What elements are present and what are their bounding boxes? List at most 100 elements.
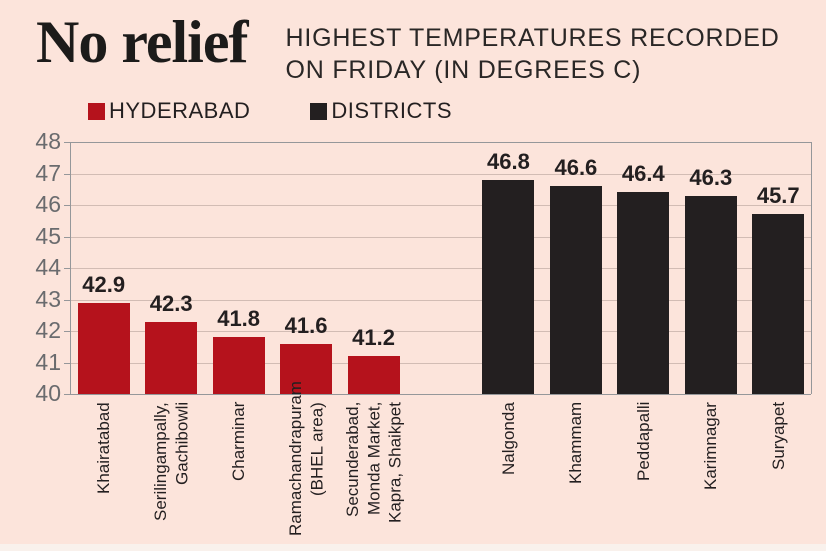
bar-charminar [212,337,265,394]
bar-area-serilingampally: 42.3 [137,142,204,394]
bar-serilingampally [145,321,198,394]
slot-charminar: 41.8 Charminar [205,142,272,540]
category-label-area-khammam: Khammam [542,394,609,540]
slot-suryapet: 45.7 Suryapet [745,142,812,540]
districts-swatch-icon [310,102,328,120]
gridline-40 [64,394,811,395]
hyderabad-swatch-icon [88,102,105,120]
ytick-mark-41 [64,362,71,364]
category-label-karimnagar: Karimnagar [701,402,721,490]
ytick-label-44: 44 [35,253,61,280]
slot-peddapalli: 46.4 Peddapalli [610,142,677,540]
ytick-mark-46 [64,205,71,206]
legend-item-districts: DISTRICTS [310,98,452,124]
category-label-area-khairatabad: Khairatabad [70,394,137,540]
value-label-peddapalli: 46.4 [621,161,665,187]
value-label-suryapet: 45.7 [756,183,800,209]
value-label-charminar: 41.8 [217,306,261,332]
bar-khairatabad [77,302,130,394]
bar-area-nalgonda: 46.8 [475,142,542,394]
category-label-area-nalgonda: Nalgonda [475,394,542,540]
category-label-khairatabad: Khairatabad [94,402,114,494]
ytick-label-43: 43 [35,285,61,312]
ytick-label-41: 41 [35,348,61,375]
category-label-serilingampally: Serilingampally, Gachibowli [150,402,192,521]
gridline-43 [64,299,811,301]
slot-khairatabad: 42.9 Khairatabad [70,142,137,540]
grid-layer: 40 41 42 43 44 45 46 47 48 [35,128,812,406]
category-label-secunderabad: Secunderabad, Monda Market, Kapra, Shaik… [342,402,405,523]
ytick-mark-42 [64,331,71,332]
bottom-edge-strip [0,544,826,551]
category-label-area-secunderabad: Secunderabad, Monda Market, Kapra, Shaik… [340,394,407,540]
category-label-area-charminar: Charminar [205,394,272,540]
category-label-nalgonda: Nalgonda [498,402,518,475]
value-label-khairatabad: 42.9 [82,271,126,297]
bar-area-ramachandrapuram: 41.6 [272,142,339,394]
category-label-area-serilingampally: Serilingampally, Gachibowli [137,394,204,540]
bar-area-charminar: 41.8 [205,142,272,394]
slot-ramachandrapuram: 41.6 Ramachandrapuram (BHEL area) [272,142,339,540]
bar-area-peddapalli: 46.4 [610,142,677,394]
bar-chart: 40 41 42 43 44 45 46 47 48 42.9 Khairatabad 42.3 Se… [35,128,812,540]
ytick-label-46: 46 [35,190,61,217]
legend-label-districts: DISTRICTS [331,98,453,123]
ytick-mark-47 [64,173,71,175]
gridline-41 [64,362,811,364]
slot-khammam: 46.6 Khammam [542,142,609,540]
gridline-48 [64,142,811,143]
category-label-suryapet: Suryapet [768,402,788,471]
ytick-label-45: 45 [35,222,61,249]
category-label-ramachandrapuram: Ramachandrapuram (BHEL area) [285,381,327,536]
ytick-label-48: 48 [35,127,61,154]
bar-peddapalli [617,192,670,394]
bar-area-suryapet: 45.7 [745,142,812,394]
chart-subtitle: HIGHEST TEMPERATURES RECORDED ON FRIDAY … [285,22,779,86]
bar-secunderabad [347,356,400,394]
legend-item-hyderabad: HYDERABAD [88,98,250,124]
bar-area-secunderabad: 41.2 [340,142,407,394]
bar-ramachandrapuram [280,343,333,394]
value-label-karimnagar: 46.3 [689,164,733,190]
ytick-mark-44 [64,268,71,269]
category-label-khammam: Khammam [566,402,586,485]
subtitle-line-2: ON FRIDAY (IN DEGREES C) [285,56,642,84]
ytick-mark-43 [64,299,71,301]
page-title: No relief [36,9,248,75]
category-label-charminar: Charminar [229,402,248,482]
gridline-45 [64,236,811,238]
gridline-42 [64,331,811,332]
value-label-ramachandrapuram: 41.6 [284,312,328,338]
value-label-nalgonda: 46.8 [487,148,530,174]
value-label-serilingampally: 42.3 [149,290,193,316]
bar-nalgonda [482,179,535,394]
category-label-area-suryapet: Suryapet [745,394,812,540]
bar-slots: 42.9 Khairatabad 42.3 Serilingampally, Gach… [70,142,812,540]
slot-karimnagar: 46.3 Karimnagar [677,142,744,540]
value-label-khammam: 46.6 [554,155,598,181]
bar-suryapet [752,214,805,394]
subtitle-line-1: HIGHEST TEMPERATURES RECORDED [285,24,780,52]
bar-area-khammam: 46.6 [542,142,609,394]
ytick-label-47: 47 [35,159,61,186]
bar-karimnagar [684,195,737,394]
slot-secunderabad: 41.2 Secunderabad, Monda Market, Kapra, S… [340,142,407,540]
ytick-label-42: 42 [35,316,61,343]
group-gap-slot [407,142,474,540]
ytick-mark-48 [64,142,71,143]
ytick-mark-40 [64,394,71,395]
value-label-secunderabad: 41.2 [352,325,395,351]
gridline-46 [64,205,811,206]
gridline-47 [64,173,811,175]
legend: HYDERABAD DISTRICTS [88,98,826,124]
header: No relief HIGHEST TEMPERATURES RECORDED … [0,0,826,86]
category-label-area-karimnagar: Karimnagar [677,394,744,540]
slot-serilingampally: 42.3 Serilingampally, Gachibowli [137,142,204,540]
bar-khammam [549,186,602,394]
slot-nalgonda: 46.8 Nalgonda [475,142,542,540]
category-label-area-peddapalli: Peddapalli [610,394,677,540]
gridline-44 [64,268,811,269]
legend-label-hyderabad: HYDERABAD [109,98,251,123]
bar-area-karimnagar: 46.3 [677,142,744,394]
